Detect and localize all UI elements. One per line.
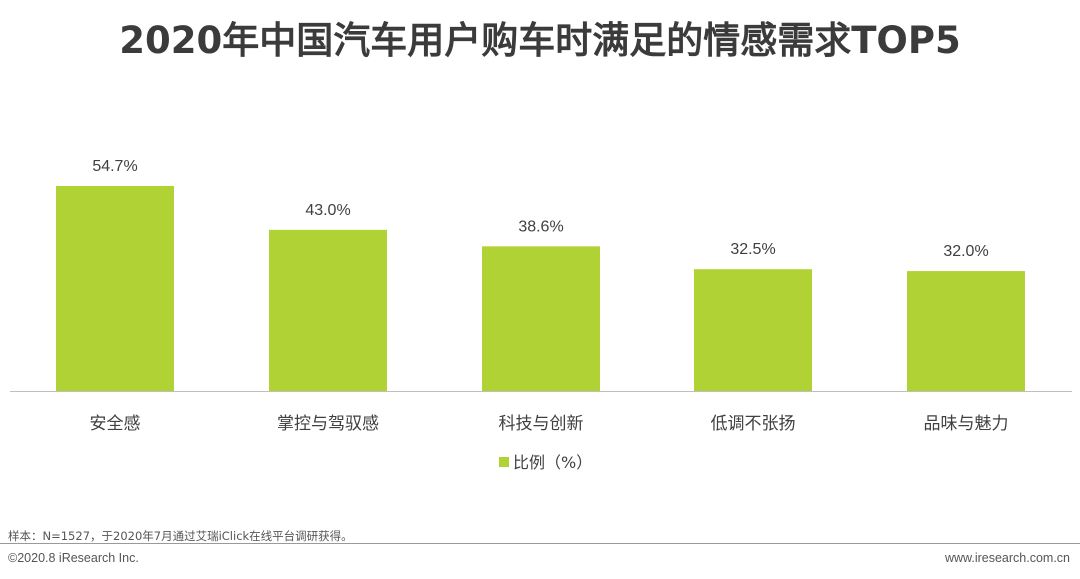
chart-title: 2020年中国汽车用户购车时满足的情感需求TOP5 <box>119 19 961 62</box>
source-note: 样本：N=1527，于2020年7月通过艾瑞iClick在线平台调研获得。 <box>8 529 353 543</box>
category-label-1: 安全感 <box>90 414 141 434</box>
bar-2 <box>269 229 387 391</box>
bar-4 <box>694 269 812 391</box>
category-labels: 安全感 掌控与驾驭感 科技与创新 低调不张扬 品味与魅力 <box>90 414 1009 434</box>
data-label-1: 54.7% <box>92 158 137 175</box>
legend: 比例（%） <box>499 453 592 472</box>
legend-label: 比例（%） <box>513 453 592 472</box>
data-label-5: 32.0% <box>943 243 988 260</box>
bar-1 <box>56 186 174 391</box>
category-label-2: 掌控与驾驭感 <box>277 414 379 434</box>
category-label-4: 低调不张扬 <box>711 414 796 434</box>
bars <box>56 186 1025 391</box>
data-label-2: 43.0% <box>305 202 350 219</box>
data-labels: 54.7% 43.0% 38.6% 32.5% 32.0% <box>92 158 988 260</box>
legend-swatch <box>499 457 509 467</box>
website-text: www.iresearch.com.cn <box>944 551 1070 565</box>
copyright-text: ©2020.8 iResearch Inc. <box>8 551 139 565</box>
bar-3 <box>482 246 600 391</box>
category-label-5: 品味与魅力 <box>924 414 1009 434</box>
bar-chart: 54.7% 43.0% 38.6% 32.5% 32.0% 安全感 掌控与驾驭感 科技与创新… <box>10 158 1072 472</box>
footer-divider <box>0 543 1080 544</box>
data-label-4: 32.5% <box>730 241 775 258</box>
bar-5 <box>907 271 1025 391</box>
category-label-3: 科技与创新 <box>499 414 584 434</box>
data-label-3: 38.6% <box>518 218 563 235</box>
